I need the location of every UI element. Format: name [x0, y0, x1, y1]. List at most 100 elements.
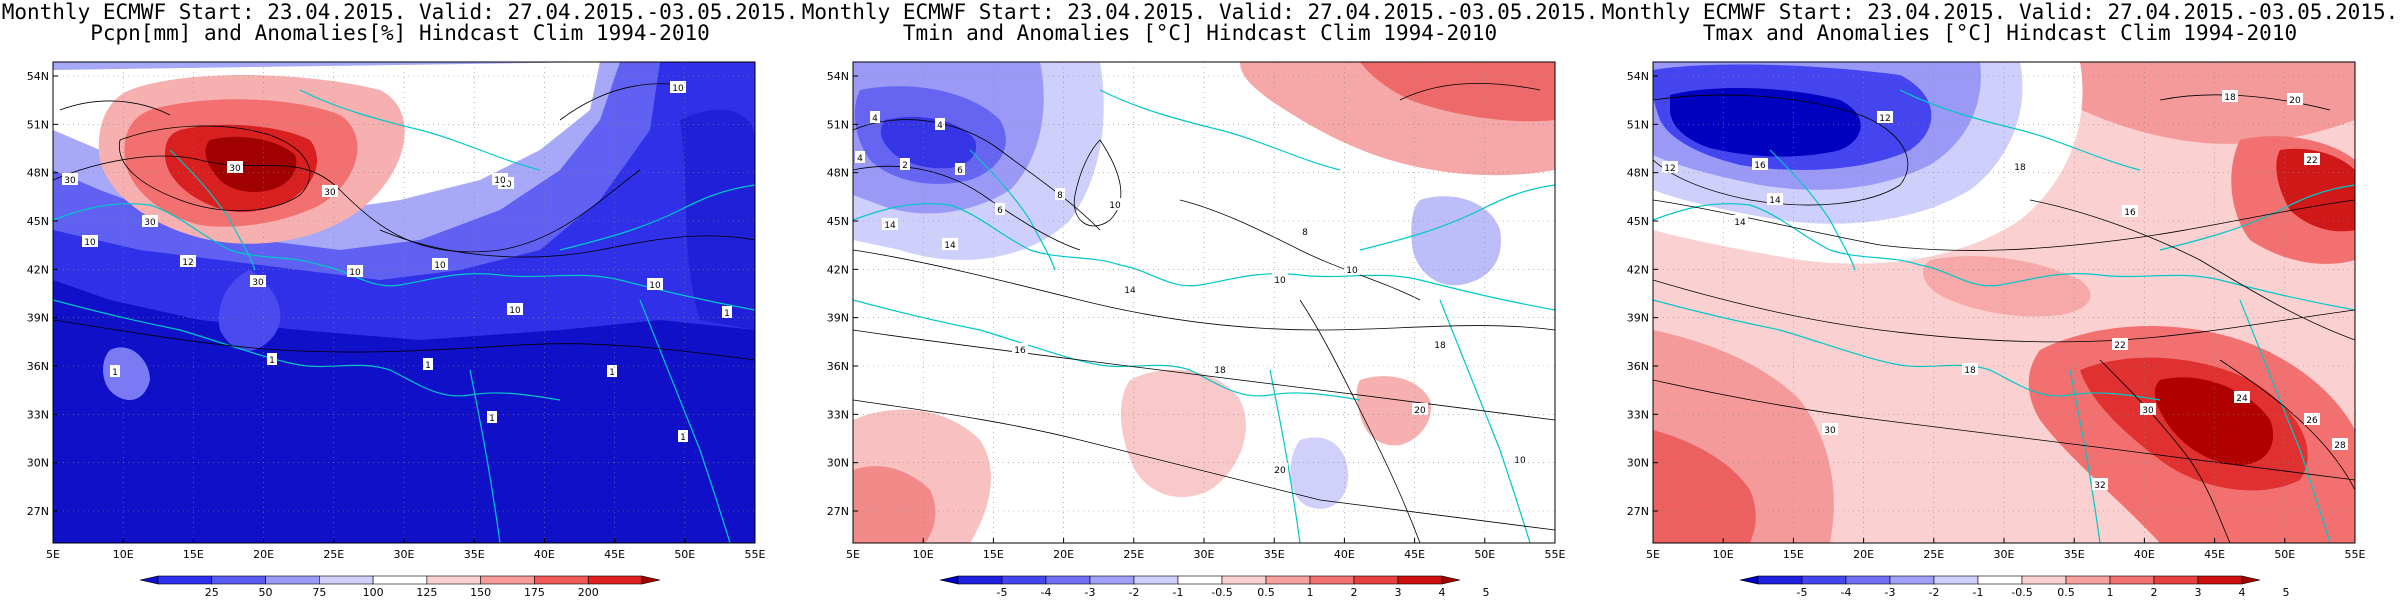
contour-label: 14	[884, 221, 896, 231]
colorbar-swatch	[1933, 575, 1979, 585]
colorbar-tick-label: 200	[578, 586, 599, 599]
contour-label: 14	[944, 241, 956, 251]
lon-tick-label: 10E	[113, 548, 134, 561]
contour-label: 6	[957, 166, 963, 176]
panel-title-line1: Monthly ECMWF Start: 23.04.2015. Valid: …	[801, 0, 1599, 24]
coastlines	[53, 89, 755, 543]
colorbar-swatch	[2021, 575, 2067, 585]
lat-tick-label: 48N	[1627, 167, 1649, 180]
lon-tick-label: 50E	[674, 548, 695, 561]
lat-tick-label: 33N	[1627, 408, 1649, 421]
contour-label: 32	[2094, 481, 2105, 491]
lat-tick-label: 54N	[27, 70, 49, 83]
contour-label: 16	[1754, 161, 1766, 171]
contour-label: 20	[1274, 466, 1286, 476]
colorbar-right-arrow	[641, 575, 661, 585]
colorbar-swatch	[1397, 575, 1443, 585]
colorbar: -5 -4 -3 -2 -1 -0.5 0.5 1 2 3 4 5	[939, 575, 1490, 599]
coastlines	[1653, 89, 2355, 543]
lat-tick-label: 33N	[27, 408, 49, 421]
lat-tick-label: 48N	[827, 167, 849, 180]
contour-label: 12	[1664, 164, 1675, 174]
contours	[53, 83, 755, 361]
lon-tick-label: 40E	[2134, 548, 2155, 561]
lat-tick-label: 51N	[827, 118, 849, 131]
colorbar-tick-label: 50	[259, 586, 273, 599]
lat-tick-label: 48N	[27, 167, 49, 180]
lon-tick-label: 35E	[2064, 548, 2085, 561]
lat-tick-label: 36N	[1627, 360, 1649, 373]
colorbar-tick-label: 1	[2107, 586, 2114, 599]
colorbar-tick-label: 75	[312, 586, 326, 599]
colorbar-swatch	[319, 575, 374, 585]
contour-label: 8	[1302, 228, 1308, 238]
lat-tick-label: 27N	[1627, 505, 1649, 518]
contour-label: 14	[1769, 196, 1781, 206]
axis-ticks: 54N 51N 48N 45N 42N 39N 36N 33N 30N 27N 5E 10E 15E 20…	[27, 70, 766, 561]
lat-tick-label: 27N	[827, 505, 849, 518]
contour-label: 18	[2014, 163, 2026, 173]
colorbar-swatch	[1353, 575, 1399, 585]
colorbar-tick-label: 5	[2283, 586, 2290, 599]
contour-label: 1	[724, 309, 730, 319]
colorbar-tick-label: -4	[1041, 586, 1052, 599]
lon-tick-label: 25E	[323, 548, 344, 561]
colorbar-swatch	[265, 575, 320, 585]
lat-tick-label: 39N	[27, 312, 49, 325]
colorbar-tick-label: 175	[524, 586, 545, 599]
map-panel-tmax: Monthly ECMWF Start: 23.04.2015. Valid: …	[1600, 0, 2400, 600]
contours	[853, 83, 1555, 543]
colorbar: -5 -4 -3 -2 -1 -0.5 0.5 1 2 3 4 5	[1739, 575, 2290, 599]
colorbar-swatch	[534, 575, 589, 585]
lat-tick-label: 51N	[1627, 118, 1649, 131]
contour-label: 30	[252, 278, 264, 288]
colorbar: 25 50 75 100 125 150 175 200	[139, 575, 661, 599]
colorbar-tick-label: 3	[2195, 586, 2202, 599]
lon-tick-label: 45E	[604, 548, 625, 561]
lon-tick-label: 20E	[1853, 548, 1874, 561]
contour-label: 1	[112, 368, 118, 378]
lon-tick-label: 10E	[913, 548, 934, 561]
contour-label: 4	[872, 114, 878, 124]
axis-ticks: 54N 51N 48N 45N 42N 39N 36N 33N 30N 27N 5E 10E 15E 20…	[1627, 70, 2366, 561]
colorbar-swatch	[1177, 575, 1223, 585]
contour-label: 16	[1014, 346, 1026, 356]
lon-tick-label: 35E	[464, 548, 485, 561]
contour-label: 2	[902, 161, 908, 171]
lon-tick-label: 30E	[1994, 548, 2015, 561]
colorbar-swatch	[1221, 575, 1267, 585]
anomaly-field	[1653, 62, 2355, 543]
lon-tick-label: 15E	[983, 548, 1004, 561]
colorbar-swatch	[1045, 575, 1091, 585]
contour-label: 12	[1879, 114, 1890, 124]
contour-label: 10	[649, 281, 661, 291]
colorbar-swatch	[480, 575, 535, 585]
contour-label: 30	[1824, 426, 1836, 436]
contour-label: 12	[182, 258, 193, 268]
colorbar-tick-label: -2	[1929, 586, 1940, 599]
colorbar-tick-label: -0.5	[2011, 586, 2032, 599]
lon-tick-label: 40E	[534, 548, 555, 561]
colorbar-tick-label: 4	[1439, 586, 1446, 599]
coastlines	[853, 89, 1555, 543]
colorbar-swatch	[1977, 575, 2023, 585]
lon-tick-label: 20E	[1053, 548, 1074, 561]
contour-label: 18	[1434, 341, 1446, 351]
colorbar-tick-label: 4	[2239, 586, 2246, 599]
lon-tick-label: 10E	[1713, 548, 1734, 561]
lon-tick-label: 30E	[394, 548, 415, 561]
contour-label-group: 12 12 14 16 18 18 20 22 22 24 26 28 30 3…	[1662, 90, 2348, 491]
lon-tick-label: 30E	[1194, 548, 1215, 561]
colorbar-swatch	[1757, 575, 1803, 585]
lon-tick-label: 5E	[1646, 548, 1660, 561]
contour-label: 10	[1274, 276, 1286, 286]
contour-label: 4	[937, 121, 943, 131]
contour-label: 1	[269, 356, 275, 366]
lat-tick-label: 30N	[827, 457, 849, 470]
lon-tick-label: 45E	[2204, 548, 2225, 561]
contour-label-group: 4 4 4 2 6 8 6 10 10 14 14 14 16 18 18 20…	[855, 111, 1528, 476]
contour-label: 10	[509, 306, 521, 316]
colorbar-tick-label: 0.5	[2057, 586, 2075, 599]
lat-tick-label: 39N	[827, 312, 849, 325]
lat-tick-label: 33N	[827, 408, 849, 421]
